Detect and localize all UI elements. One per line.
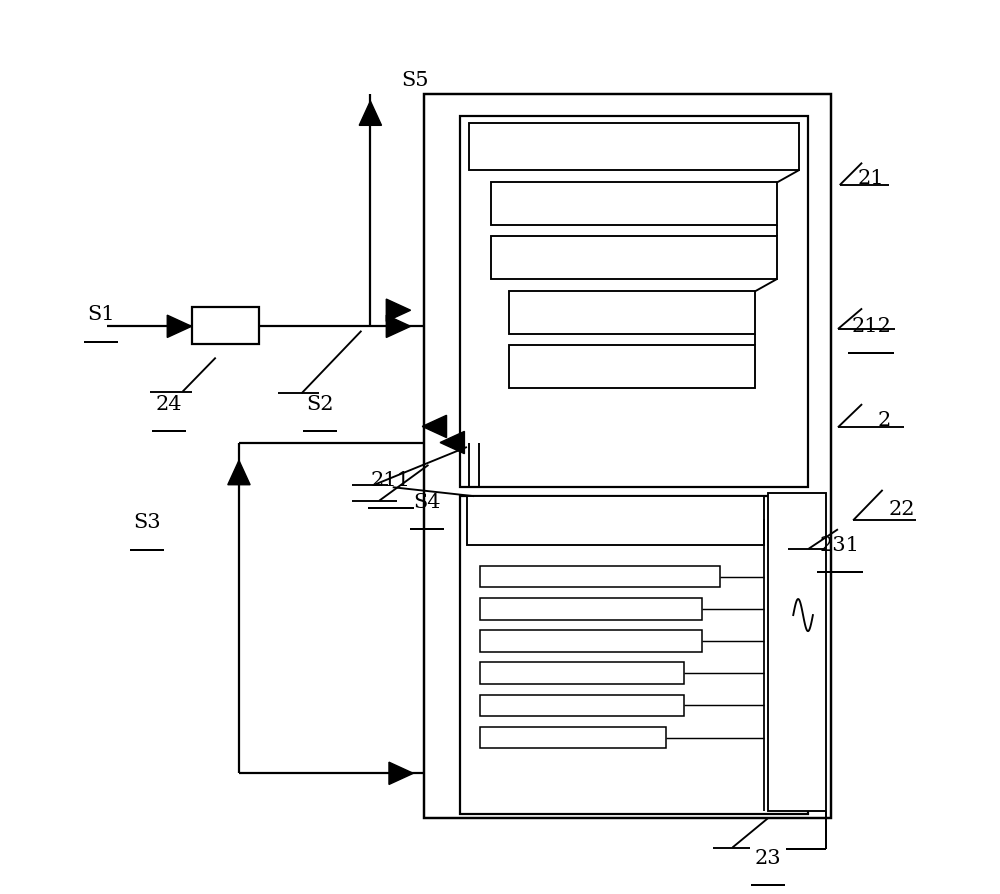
- Polygon shape: [440, 432, 464, 453]
- Text: 212: 212: [851, 316, 891, 336]
- Bar: [509, 345, 755, 388]
- Bar: [491, 182, 777, 225]
- Bar: [424, 94, 831, 818]
- Bar: [480, 598, 702, 620]
- Polygon shape: [228, 460, 250, 485]
- Bar: [469, 123, 799, 170]
- Text: 2: 2: [878, 410, 891, 430]
- Polygon shape: [167, 316, 192, 337]
- Text: S5: S5: [401, 71, 429, 90]
- Text: S4: S4: [413, 493, 440, 512]
- Bar: [509, 291, 755, 334]
- Polygon shape: [386, 316, 411, 337]
- Bar: [460, 116, 808, 487]
- Text: S3: S3: [133, 513, 161, 533]
- Bar: [192, 307, 259, 344]
- Bar: [491, 236, 777, 279]
- Text: 21: 21: [858, 169, 884, 189]
- Bar: [480, 630, 702, 652]
- Polygon shape: [359, 101, 382, 125]
- Text: 24: 24: [156, 394, 182, 414]
- Bar: [480, 566, 720, 587]
- Bar: [480, 695, 684, 716]
- Text: 211: 211: [371, 471, 411, 491]
- Bar: [768, 493, 826, 811]
- Bar: [480, 727, 666, 748]
- Polygon shape: [389, 763, 413, 784]
- Text: S2: S2: [307, 394, 334, 414]
- Text: 22: 22: [889, 500, 916, 519]
- Bar: [460, 496, 808, 814]
- Text: 23: 23: [755, 848, 782, 868]
- Bar: [480, 662, 684, 684]
- Polygon shape: [422, 416, 447, 437]
- Polygon shape: [386, 299, 411, 321]
- Text: S1: S1: [87, 305, 115, 325]
- Bar: [467, 496, 764, 545]
- Text: 231: 231: [820, 536, 860, 555]
